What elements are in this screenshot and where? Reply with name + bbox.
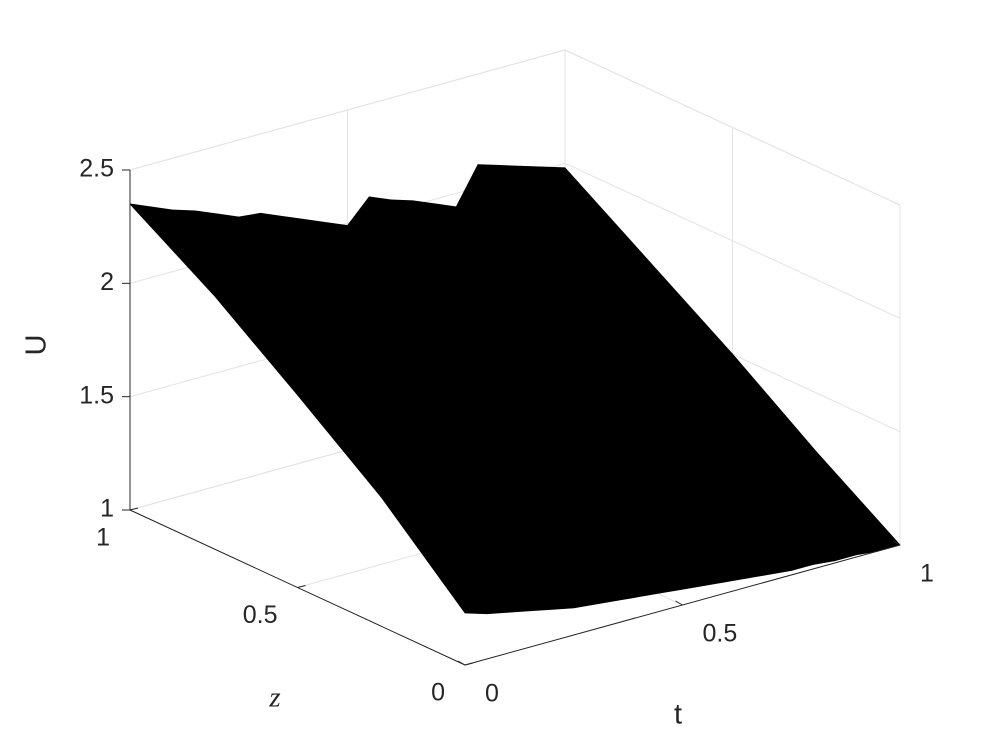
- z-tick-label: 2.5: [79, 155, 114, 183]
- x-axis-label: t: [674, 699, 682, 731]
- y-tick-label: 1: [96, 524, 110, 552]
- z-tick-label: 1.5: [79, 381, 114, 409]
- z-axis-label: U: [21, 335, 53, 356]
- surface-face: [380, 495, 488, 615]
- y-tick: [297, 585, 306, 588]
- y-axis-label: z: [268, 682, 280, 714]
- z-tick-label: 1: [100, 495, 114, 523]
- y-tick-label: 0: [431, 679, 445, 707]
- x-tick: [892, 540, 901, 546]
- z-tick-label: 2: [100, 268, 114, 296]
- x-tick: [675, 600, 683, 606]
- x-tick-label: 1: [920, 560, 934, 588]
- x-tick-label: 0.5: [703, 620, 738, 648]
- x-tick-label: 0: [485, 680, 499, 708]
- y-tick: [129, 507, 139, 511]
- y-tick-label: 0.5: [243, 601, 278, 629]
- y-tick: [464, 662, 474, 666]
- x-tick: [457, 660, 466, 666]
